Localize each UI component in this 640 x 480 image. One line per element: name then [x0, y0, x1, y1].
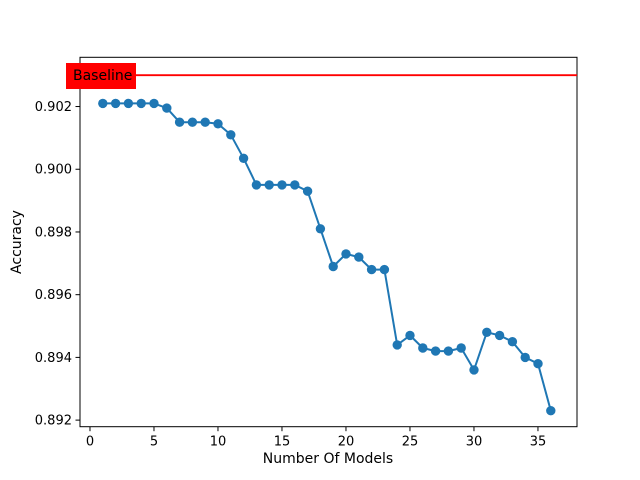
data-point — [430, 346, 441, 356]
data-point — [507, 337, 518, 347]
x-tick-label: 20 — [338, 435, 355, 450]
data-point — [328, 261, 338, 272]
data-point — [520, 352, 530, 363]
data-point — [123, 98, 134, 109]
data-point — [392, 340, 402, 350]
data-point — [174, 117, 185, 127]
data-point — [456, 343, 466, 353]
y-tick-label: 0.898 — [35, 225, 72, 240]
data-point — [110, 98, 121, 109]
x-axis-title: Number Of Models — [262, 451, 394, 467]
plot-border — [79, 56, 578, 428]
data-point — [354, 252, 364, 262]
data-point — [162, 103, 172, 113]
data-point — [187, 117, 198, 127]
x-tick-label: 30 — [466, 435, 483, 450]
data-point — [290, 180, 300, 190]
data-point — [315, 224, 326, 234]
data-point — [226, 130, 236, 140]
data-point — [200, 117, 210, 127]
data-point — [443, 346, 454, 356]
data-point — [494, 330, 505, 341]
x-tick-label: 5 — [150, 435, 158, 450]
y-tick-label: 0.896 — [35, 288, 72, 303]
data-point — [546, 406, 556, 416]
data-point — [277, 180, 287, 190]
data-point — [213, 119, 223, 129]
data-point — [98, 98, 108, 109]
data-point — [533, 359, 543, 369]
data-point — [264, 180, 274, 190]
x-tick-label: 25 — [402, 435, 419, 450]
data-point — [302, 186, 313, 196]
data-point — [379, 264, 390, 275]
data-point — [136, 98, 146, 109]
data-point — [238, 153, 249, 163]
data-point — [341, 249, 351, 259]
y-tick-label: 0.892 — [35, 414, 72, 429]
baseline-annotation-label: Baseline — [66, 63, 136, 89]
data-point — [366, 264, 377, 275]
data-point — [149, 98, 159, 109]
data-line — [101, 102, 552, 412]
y-tick-label: 0.900 — [35, 163, 72, 178]
data-point — [469, 365, 479, 375]
x-tick-label: 35 — [530, 435, 547, 450]
data-point — [418, 343, 428, 353]
y-tick-label: 0.902 — [35, 100, 72, 115]
data-point — [405, 330, 415, 341]
x-tick-label: 15 — [274, 435, 291, 450]
x-tick-label: 10 — [210, 435, 227, 450]
data-point — [482, 327, 492, 337]
data-point — [251, 180, 262, 190]
x-tick-label: 0 — [86, 435, 94, 450]
y-axis-title: Accuracy — [9, 210, 25, 274]
y-tick-label: 0.894 — [35, 351, 72, 366]
